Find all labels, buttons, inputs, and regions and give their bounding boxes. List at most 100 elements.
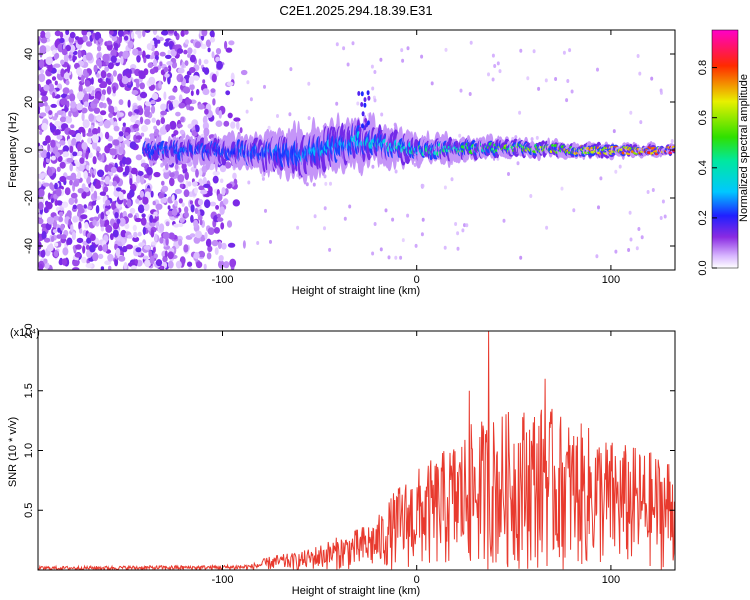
heatmap-noise-cell (216, 213, 221, 218)
heatmap-noise-cell (187, 47, 193, 55)
heatmap-noise-cell (163, 91, 167, 100)
heatmap-noise-cell (72, 110, 79, 118)
heatmap-noise-cell (92, 134, 99, 143)
heatmap-noise-cell (47, 63, 53, 72)
heatmap-noise-cell (401, 238, 405, 243)
heatmap-noise-cell (288, 112, 292, 117)
heatmap-noise-cell (155, 220, 160, 228)
heatmap-noise-cell (195, 261, 203, 269)
heatmap-noise-cell (264, 208, 267, 213)
heatmap-noise-cell (109, 30, 114, 35)
heatmap-noise-cell (371, 164, 375, 169)
heatmap-noise-cell (537, 86, 541, 91)
heatmap-noise-cell (169, 172, 175, 178)
heatmap-noise-cell (62, 87, 70, 95)
heatmap-noise-cell (154, 233, 158, 242)
heatmap-noise-cell (518, 110, 522, 115)
heatmap-noise-cell (113, 125, 120, 132)
heatmap-noise-cell (202, 79, 206, 84)
heatmap-noise-cell (242, 240, 246, 249)
heatmap-noise-cell (222, 198, 229, 205)
heatmap-noise-cell (158, 80, 162, 89)
heatmap-noise-cell (83, 101, 90, 108)
heatmap-noise-cell (117, 136, 124, 142)
heatmap-noise-cell (96, 179, 101, 188)
heatmap-noise-cell (618, 164, 622, 169)
heatmap-noise-cell (160, 103, 167, 111)
heatmap-noise-cell (213, 227, 220, 234)
heatmap-noise-cell (165, 124, 171, 132)
heatmap-noise-cell (142, 196, 149, 205)
heatmap-noise-cell (71, 138, 77, 146)
heatmap-noise-cell (65, 116, 73, 124)
heatmap-noise-cell (150, 229, 155, 238)
heatmap-noise-cell (215, 120, 223, 127)
heatmap-noise-cell (212, 175, 219, 184)
heatmap-noise-cell (132, 224, 137, 232)
heatmap-noise-cell (143, 56, 147, 64)
heatmap-noise-cell (179, 183, 184, 189)
heatmap-noise-cell (150, 100, 156, 105)
heatmap-noise-cell (86, 164, 90, 171)
heatmap-noise-cell (55, 129, 61, 136)
heatmap-noise-cell (263, 84, 266, 89)
heatmap-noise-cell (220, 222, 225, 230)
heatmap-noise-cell (107, 253, 114, 262)
heatmap-noise-cell (85, 152, 89, 160)
heatmap-noise-cell (90, 77, 94, 85)
heatmap-noise-cell (188, 106, 195, 111)
heatmap-noise-cell (193, 252, 200, 259)
heatmap-noise-cell (167, 205, 171, 210)
heatmap-noise-cell (58, 211, 64, 217)
heatmap-noise-cell (112, 180, 118, 187)
heatmap-noise-cell (50, 125, 57, 131)
heatmap-noise-cell (139, 190, 145, 198)
heatmap-noise-cell (172, 87, 178, 93)
y-tick-label: -20 (23, 190, 35, 206)
heatmap-noise-cell (38, 218, 44, 225)
spectrogram-panel: -100 0 100 -40 -20 0 20 40 Height of straight … (7, 29, 676, 297)
heatmap-noise-cell (95, 205, 100, 214)
heatmap-noise-cell (60, 68, 65, 78)
heatmap-noise-cell (167, 75, 171, 85)
heatmap-noise-cell (62, 247, 69, 256)
heatmap-noise-cell (209, 37, 216, 43)
heatmap-noise-cell (136, 174, 141, 184)
heatmap-noise-cell (124, 157, 132, 165)
heatmap-noise-cell (130, 265, 137, 270)
heatmap-noise-cell (387, 255, 391, 260)
heatmap-noise-cell (163, 262, 167, 269)
heatmap-noise-cell (116, 110, 120, 119)
heatmap-noise-cell (261, 176, 265, 181)
heatmap-noise-cell (204, 231, 208, 240)
heatmap-noise-cell (75, 67, 83, 75)
heatmap-ridge-cell (360, 102, 364, 107)
heatmap-noise-cell (197, 215, 203, 221)
heatmap-noise-cell (132, 236, 140, 243)
heatmap-noise-cell (69, 93, 76, 102)
heatmap-noise-cell (45, 157, 50, 163)
heatmap-noise-cell (120, 56, 124, 65)
heatmap-noise-cell (95, 114, 103, 122)
heatmap-noise-cell (137, 231, 142, 237)
heatmap-noise-cell (153, 253, 158, 259)
heatmap-noise-cell (187, 261, 193, 267)
heatmap-noise-cell (307, 81, 311, 86)
heatmap-noise-cell (207, 227, 215, 236)
heatmap-noise-cell (66, 175, 74, 180)
heatmap-noise-cell (100, 81, 108, 89)
heatmap-noise-cell (169, 43, 173, 50)
heatmap-noise-cell (163, 170, 170, 180)
heatmap-noise-cell (59, 176, 67, 183)
heatmap-noise-cell (192, 75, 200, 81)
heatmap-noise-cell (75, 244, 82, 250)
heatmap-noise-cell (229, 258, 237, 268)
heatmap-noise-cell (143, 174, 150, 179)
heatmap-noise-cell (491, 77, 495, 82)
heatmap-noise-cell (420, 54, 424, 59)
heatmap-noise-cell (211, 51, 215, 59)
heatmap-noise-cell (126, 199, 132, 208)
heatmap-noise-cell (627, 248, 631, 252)
heatmap-noise-cell (134, 68, 141, 77)
heatmap-noise-cell (105, 199, 111, 206)
